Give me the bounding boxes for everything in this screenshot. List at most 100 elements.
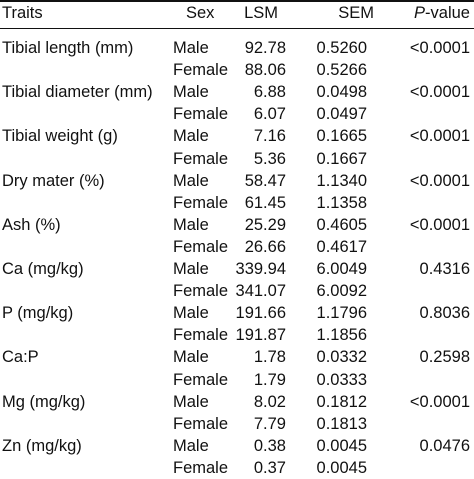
cell-trait: Ca:P [2, 348, 39, 367]
table-row: Female 6.07 0.0497 [0, 103, 474, 125]
table-row: Ash (%) Male 25.29 0.4605 <0.0001 [0, 214, 474, 236]
cell-trait: Tibial weight (g) [2, 127, 118, 146]
cell-lsm: 8.02 [253, 392, 286, 411]
cell-sex: Male [173, 215, 209, 234]
cell-sem: 0.1812 [316, 392, 367, 411]
cell-lsm: 6.07 [253, 105, 286, 124]
cell-sex: Male [173, 392, 209, 411]
cell-sex: Male [173, 171, 209, 190]
cell-sex: Female [173, 61, 229, 80]
cell-lsm: 25.29 [244, 215, 286, 234]
cell-lsm: 61.45 [244, 193, 286, 212]
table-row: Tibial diameter (mm) Male 6.88 0.0498 <0.000… [0, 81, 474, 103]
cell-sem: 1.1856 [316, 326, 367, 345]
cell-sex: Male [173, 436, 209, 455]
table-row: P (mg/kg) Male 191.66 1.1796 0.8036 [0, 302, 474, 324]
cell-sem: 1.1358 [316, 193, 367, 212]
cell-p-value: 0.2598 [419, 348, 470, 367]
cell-sem: 1.1796 [316, 304, 367, 323]
cell-sem: 0.1667 [316, 149, 367, 168]
cell-trait: Dry mater (%) [2, 171, 105, 190]
cell-sem: 0.4617 [316, 237, 367, 256]
table-row: Female 341.07 6.0092 [0, 280, 474, 302]
cell-p-value: 0.4316 [419, 260, 470, 278]
cell-sex: Female [173, 326, 229, 345]
cell-sem: 0.0333 [316, 370, 367, 389]
table-row: Female 88.06 0.5266 [0, 59, 474, 81]
cell-trait: Tibial length (mm) [2, 39, 134, 57]
cell-sex: Female [173, 458, 229, 477]
cell-sex: Female [173, 105, 229, 124]
table-row: Zn (mg/kg) Male 0.38 0.0045 0.0476 [0, 435, 474, 457]
cell-p-value: <0.0001 [409, 39, 470, 57]
cell-sem: 0.0045 [316, 458, 367, 477]
header-lsm: LSM [244, 4, 278, 22]
table-row: Female 7.79 0.1813 [0, 413, 474, 435]
cell-lsm: 191.87 [235, 326, 286, 345]
header-sem: SEM [338, 4, 374, 22]
cell-trait: Zn (mg/kg) [2, 436, 82, 455]
cell-sem: 0.0498 [316, 83, 367, 102]
cell-sem: 0.0497 [316, 105, 367, 124]
cell-lsm: 92.78 [244, 39, 286, 57]
cell-trait: Ca (mg/kg) [2, 260, 84, 278]
cell-p-value: <0.0001 [409, 83, 470, 102]
header-p-value: P-value [414, 2, 470, 24]
table-row: Female 26.66 0.4617 [0, 236, 474, 258]
table-row: Ca (mg/kg) Male 339.94 6.0049 0.4316 [0, 258, 474, 280]
cell-lsm: 0.37 [253, 458, 286, 477]
table-row: Tibial length (mm) Male 92.78 0.5260 <0.0001 [0, 37, 474, 59]
cell-trait: Ash (%) [2, 215, 61, 234]
cell-lsm: 191.66 [235, 304, 286, 323]
header-sex: Sex [186, 4, 215, 22]
cell-sex: Male [173, 39, 209, 57]
table-row: Female 0.37 0.0045 [0, 457, 474, 479]
table-row: Dry mater (%) Male 58.47 1.1340 <0.0001 [0, 170, 474, 192]
cell-p-value: <0.0001 [409, 392, 470, 411]
cell-sex: Female [173, 237, 229, 256]
cell-p-value: <0.0001 [409, 215, 470, 234]
cell-lsm: 7.79 [253, 414, 286, 433]
cell-lsm: 26.66 [244, 237, 286, 256]
cell-sex: Female [173, 282, 229, 301]
cell-sex: Male [173, 127, 209, 146]
cell-lsm: 88.06 [244, 61, 286, 80]
cell-lsm: 1.79 [253, 370, 286, 389]
cell-lsm: 6.88 [253, 83, 286, 102]
table-header-row: Traits Sex LSM SEM P-value [0, 2, 474, 24]
cell-p-value: <0.0001 [409, 171, 470, 190]
cell-lsm: 7.16 [253, 127, 286, 146]
cell-sem: 0.5260 [316, 39, 367, 57]
header-p-letter: P [414, 4, 426, 22]
cell-trait: Mg (mg/kg) [2, 392, 86, 411]
cell-p-value: <0.0001 [409, 127, 470, 146]
cell-sex: Female [173, 370, 229, 389]
cell-sem: 1.1340 [316, 171, 367, 190]
header-rule [0, 28, 474, 29]
cell-lsm: 341.07 [235, 282, 286, 301]
cell-sex: Male [173, 260, 209, 278]
header-traits: Traits [2, 4, 43, 22]
cell-sem: 0.1665 [316, 127, 367, 146]
cell-sem: 0.1813 [316, 414, 367, 433]
cell-trait: Tibial diameter (mm) [2, 83, 153, 102]
cell-p-value: 0.8036 [419, 304, 470, 323]
table-row: Female 1.79 0.0333 [0, 369, 474, 391]
cell-lsm: 339.94 [235, 260, 286, 278]
table-top-rule [0, 0, 474, 2]
cell-sem: 6.0092 [316, 282, 367, 301]
table-row: Female 61.45 1.1358 [0, 192, 474, 214]
cell-sem: 0.0332 [316, 348, 367, 367]
cell-lsm: 58.47 [244, 171, 286, 190]
cell-sem: 0.0045 [316, 436, 367, 455]
cell-sex: Female [173, 414, 229, 433]
cell-trait: P (mg/kg) [2, 304, 74, 323]
cell-sex: Female [173, 149, 229, 168]
table-row: Ca:P Male 1.78 0.0332 0.2598 [0, 346, 474, 368]
cell-sem: 6.0049 [316, 260, 367, 278]
cell-sex: Male [173, 83, 209, 102]
table-row: Mg (mg/kg) Male 8.02 0.1812 <0.0001 [0, 391, 474, 413]
cell-sem: 0.4605 [316, 215, 367, 234]
cell-lsm: 1.78 [253, 348, 286, 367]
